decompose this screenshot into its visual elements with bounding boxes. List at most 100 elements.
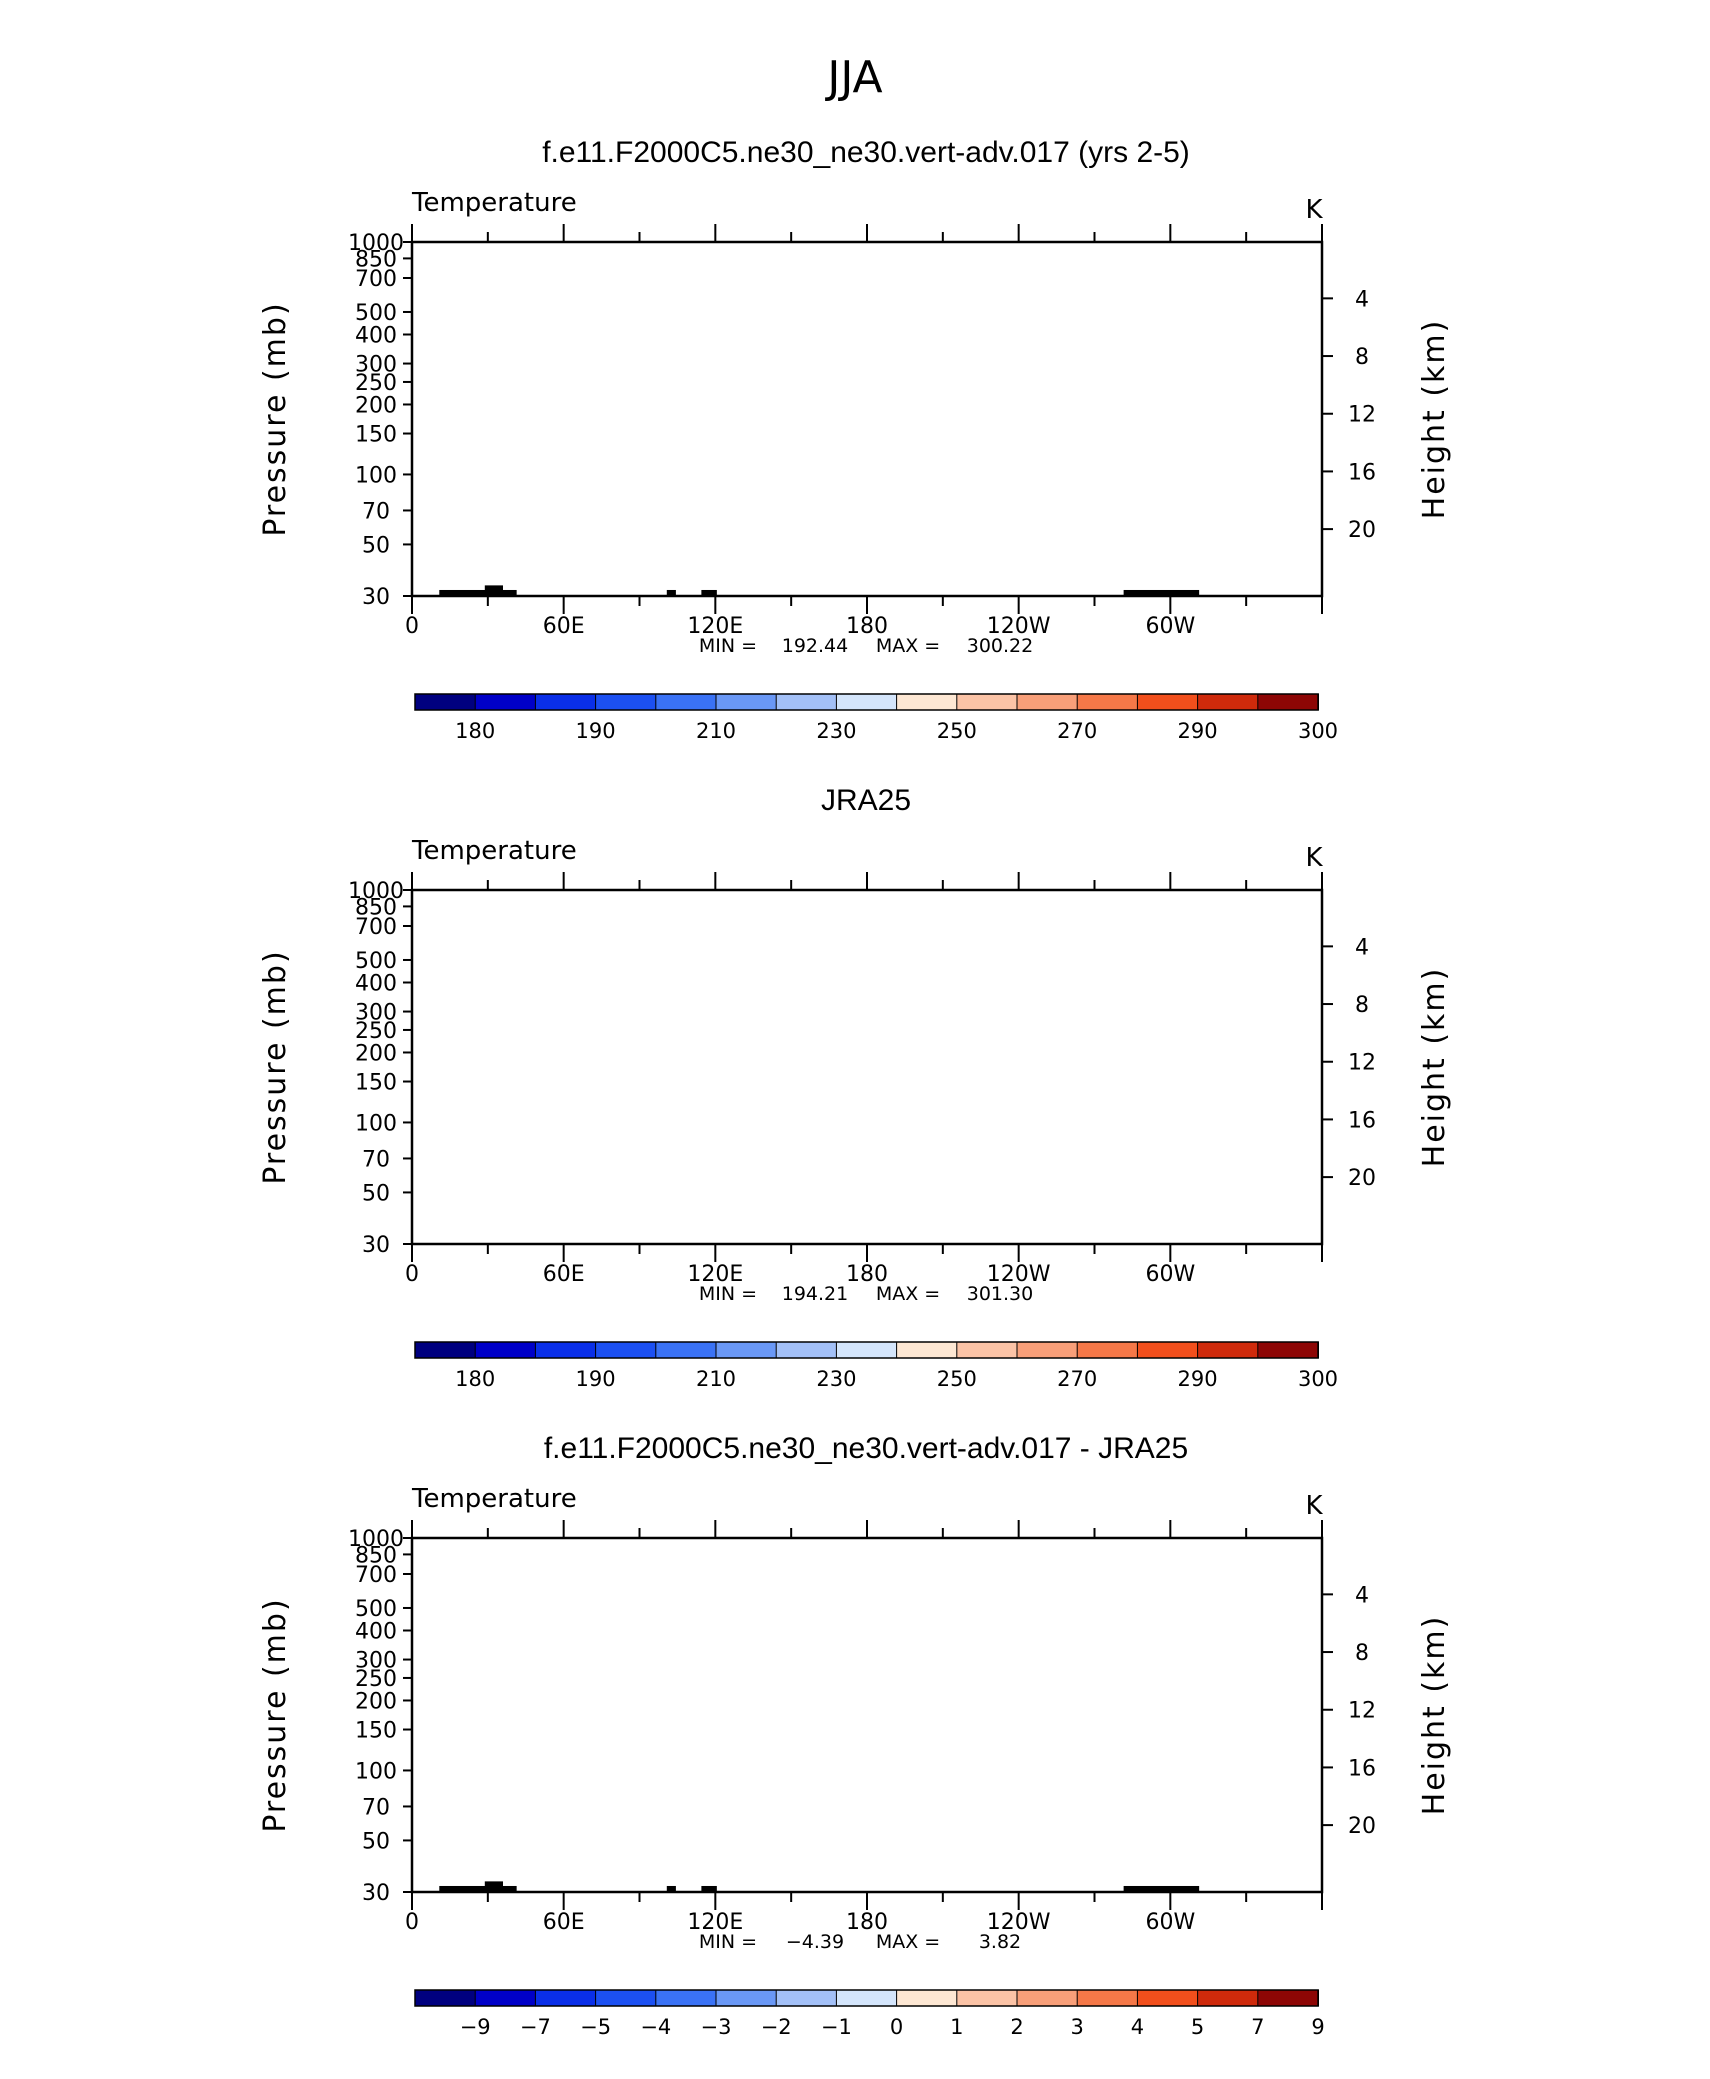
y-tick-label: 100: [355, 1111, 397, 1136]
y-tick-label: 200: [355, 1689, 397, 1714]
colorbar-box: [1136, 1989, 1199, 2007]
colorbar-box: [534, 1989, 597, 2007]
colorbar-label: 300: [1298, 719, 1338, 743]
y-tick-label: 1000: [348, 879, 404, 904]
y-tick-label: 250: [355, 1667, 397, 1692]
variable-label: Temperature: [411, 188, 577, 218]
colorbar-frame: [414, 1341, 1319, 1359]
colorbar-label: 0: [890, 2015, 903, 2039]
min-value: −4.39: [786, 1931, 844, 1953]
units-label: K: [1305, 1491, 1323, 1521]
colorbar-box: [414, 1989, 477, 2007]
colorbar-label: −2: [761, 2015, 792, 2039]
y-tick-label: 300: [355, 1649, 397, 1674]
min-label: MIN =: [699, 635, 757, 657]
colorbar-label: 9: [1311, 2015, 1324, 2039]
y-tick-label: 50: [362, 1829, 390, 1854]
colorbar-box: [1136, 693, 1199, 711]
x-tick-label: 180: [846, 1910, 888, 1935]
colorbar-box: [1257, 1989, 1320, 2007]
colorbar-box: [534, 693, 597, 711]
y-right-tick-label: 20: [1348, 1166, 1376, 1191]
y-tick-label: 500: [355, 301, 397, 326]
max-value: 301.30: [967, 1283, 1033, 1305]
colorbar-box: [414, 1341, 477, 1359]
y-tick-label: 700: [355, 267, 397, 292]
min-label: MIN =: [699, 1931, 757, 1953]
topography-mask: [1123, 589, 1200, 596]
plot-frame: [410, 1536, 1324, 1894]
colorbar-box: [595, 1989, 657, 2007]
panel-3: f.e11.F2000C5.ne30_ne30.vert-adv.017 - J…: [258, 1432, 1452, 2039]
colorbar-label: 250: [937, 719, 977, 743]
min-value: 192.44: [782, 635, 848, 657]
colorbar-box: [1257, 1341, 1320, 1359]
y-tick-label: 200: [355, 1041, 397, 1066]
y-right-axis-label: Height (km): [1417, 967, 1452, 1168]
colorbar-label: 210: [696, 719, 736, 743]
colorbar-label: 290: [1178, 1367, 1218, 1391]
y-tick-label: 30: [362, 1881, 390, 1906]
colorbar-box: [1197, 1341, 1259, 1359]
colorbar-box: [1076, 1989, 1139, 2007]
x-tick-label: 0: [405, 1262, 419, 1287]
colorbar-box: [775, 693, 838, 711]
y-tick-label: 70: [362, 1147, 390, 1172]
y-tick-label: 100: [355, 1759, 397, 1784]
colorbar-box: [655, 1989, 717, 2007]
colorbar-box: [1197, 1989, 1259, 2007]
y-right-tick-label: 12: [1348, 403, 1376, 428]
colorbar-box: [715, 1341, 778, 1359]
colorbar-label: −5: [580, 2015, 611, 2039]
y-tick-label: 1000: [348, 231, 404, 256]
colorbar-box: [775, 1989, 838, 2007]
colorbar-label: 2: [1010, 2015, 1023, 2039]
max-label: MAX =: [876, 635, 940, 657]
x-tick-label: 120W: [987, 614, 1051, 639]
y-tick-label: 70: [362, 499, 390, 524]
y-tick-label: 850: [355, 247, 397, 272]
y-right-tick-label: 20: [1348, 518, 1376, 543]
x-tick-label: 120E: [687, 1262, 743, 1287]
y-axis-label: Pressure (mb): [258, 1597, 293, 1832]
colorbar-box: [835, 1341, 898, 1359]
y-tick-label: 70: [362, 1795, 390, 1820]
y-right-tick-label: 8: [1355, 993, 1369, 1018]
colorbar-box: [1016, 1341, 1079, 1359]
x-tick-label: 60E: [543, 1262, 585, 1287]
y-tick-label: 500: [355, 1597, 397, 1622]
colorbar-box: [775, 1341, 838, 1359]
figure-suptitle: JJA: [824, 52, 882, 103]
colorbar-box: [956, 693, 1018, 711]
y-tick-label: 150: [355, 1071, 397, 1096]
colorbar-label: 270: [1057, 1367, 1097, 1391]
y-tick-label: 700: [355, 915, 397, 940]
x-tick-label: 120W: [987, 1262, 1051, 1287]
x-tick-label: 60W: [1145, 1910, 1195, 1935]
y-tick-label: 250: [355, 1019, 397, 1044]
colorbar-label: −7: [520, 2015, 551, 2039]
units-label: K: [1305, 843, 1323, 873]
y-tick-label: 150: [355, 1719, 397, 1744]
x-tick-label: 180: [846, 614, 888, 639]
y-axis-label: Pressure (mb): [258, 301, 293, 536]
x-tick-label: 180: [846, 1262, 888, 1287]
colorbar-label: 300: [1298, 1367, 1338, 1391]
y-tick-label: 1000: [348, 1527, 404, 1552]
topography-mask: [484, 585, 503, 596]
y-right-tick-label: 20: [1348, 1814, 1376, 1839]
colorbar-box: [835, 693, 898, 711]
y-tick-label: 400: [355, 324, 397, 349]
y-tick-label: 300: [355, 1001, 397, 1026]
colorbar-box: [1076, 1341, 1139, 1359]
colorbar-box: [896, 693, 958, 711]
x-tick-label: 120E: [687, 1910, 743, 1935]
panel-title: JRA25: [821, 784, 911, 817]
colorbar-label: 3: [1071, 2015, 1084, 2039]
y-tick-label: 30: [362, 585, 390, 610]
y-tick-label: 50: [362, 1181, 390, 1206]
colorbar-label: −1: [821, 2015, 852, 2039]
colorbar-label: 7: [1251, 2015, 1264, 2039]
panel-title: f.e11.F2000C5.ne30_ne30.vert-adv.017 - J…: [544, 1432, 1188, 1465]
